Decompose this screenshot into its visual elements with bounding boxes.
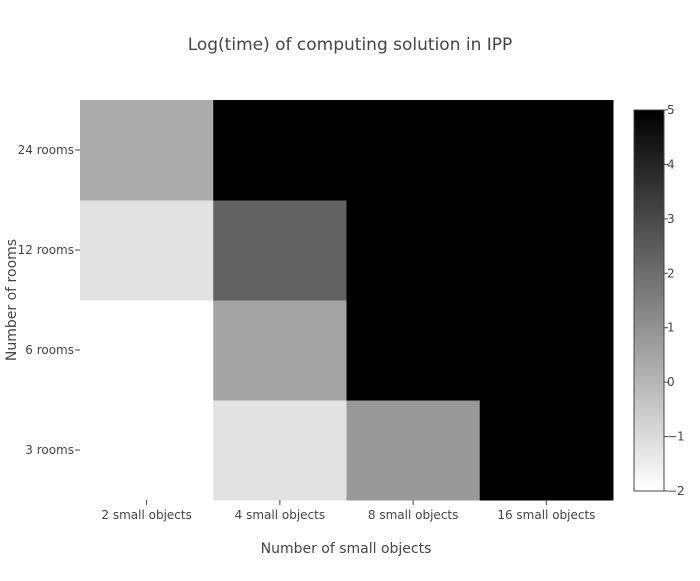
x-axis-ticks: 2 small objects 4 small objects 8 small ob… xyxy=(101,500,595,522)
colorbar-tick-label: 2 xyxy=(667,266,675,280)
chart-title: Log(time) of computing solution in IPP xyxy=(188,35,513,55)
colorbar-tick-label: −2 xyxy=(667,484,685,498)
heatmap-cell xyxy=(213,300,347,401)
y-tick-label: 3 rooms xyxy=(25,443,74,457)
heatmap-cell xyxy=(213,200,347,301)
x-tick-label: 2 small objects xyxy=(101,508,191,522)
colorbar-tick-label: 1 xyxy=(667,321,675,335)
colorbar-tick-label: 4 xyxy=(667,157,675,171)
heatmap-cell xyxy=(213,100,347,201)
heatmap-cells xyxy=(80,100,614,501)
heatmap-cell xyxy=(479,300,614,401)
colorbar-tick-label: 3 xyxy=(667,212,675,226)
y-tick-label: 24 rooms xyxy=(18,143,74,157)
y-axis-title: Number of rooms xyxy=(4,239,20,361)
heatmap-cell xyxy=(80,200,214,301)
y-tick-label: 6 rooms xyxy=(25,343,74,357)
x-tick-label: 16 small objects xyxy=(497,508,595,522)
colorbar-tick-label: −1 xyxy=(667,430,685,444)
x-tick-label: 8 small objects xyxy=(368,508,458,522)
colorbar: −2 −1 0 1 2 3 4 5 xyxy=(633,103,685,498)
y-tick-label: 12 rooms xyxy=(18,243,74,257)
heatmap-cell xyxy=(80,100,214,201)
heatmap-cell xyxy=(346,300,481,401)
y-axis-ticks: 3 rooms 6 rooms 12 rooms 24 rooms xyxy=(18,143,80,457)
heatmap-cell xyxy=(479,400,614,501)
heatmap-cell xyxy=(479,100,614,201)
x-tick-label: 4 small objects xyxy=(235,508,325,522)
heatmap-cell xyxy=(346,400,481,501)
heatmap-cell xyxy=(346,100,481,201)
colorbar-gradient xyxy=(633,109,665,492)
x-axis-title: Number of small objects xyxy=(261,541,432,557)
colorbar-tick-label: 5 xyxy=(667,103,675,117)
colorbar-tick-label: 0 xyxy=(667,375,675,389)
heatmap-cell xyxy=(213,400,347,501)
heatmap-cell xyxy=(346,200,481,301)
heatmap-cell xyxy=(479,200,614,301)
